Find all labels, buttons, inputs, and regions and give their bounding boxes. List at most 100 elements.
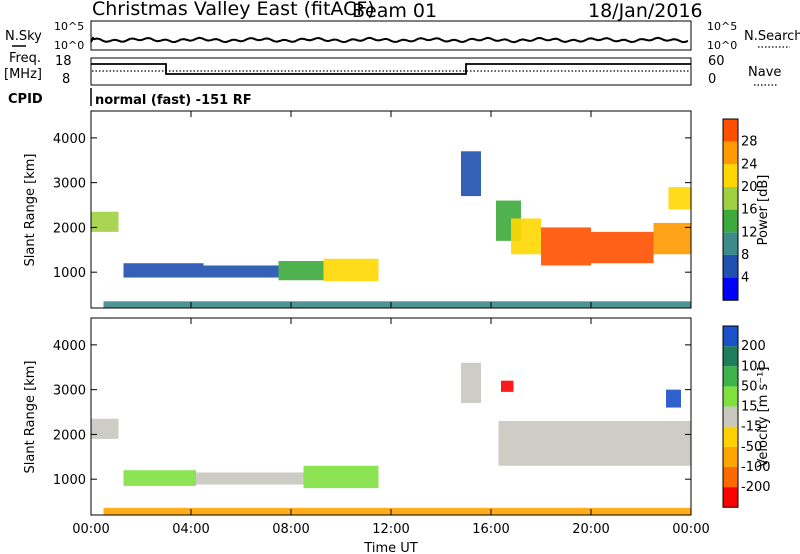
power-panel-region-3 — [278, 260, 324, 281]
freq-trace — [91, 63, 691, 75]
noise-tick-low-right: 10^0 — [707, 39, 737, 52]
velocity-panel-region-1 — [123, 470, 196, 486]
freq-panel — [90, 57, 692, 86]
power-panel-region-8 — [541, 227, 591, 266]
power-panel-colorbar-cell — [723, 164, 738, 187]
noise-tick-low: 10^0 — [54, 39, 84, 52]
nsky-trace — [90, 36, 689, 44]
velocity-panel-y-tick-label: 2000 — [53, 428, 86, 443]
velocity-panel-y-tick-label: 4000 — [53, 339, 86, 354]
power-panel-region-4 — [323, 258, 379, 282]
velocity-panel-colorbar-tick-label: -200 — [741, 480, 771, 495]
velocity-panel-x-tick-label: 16:00 — [472, 522, 509, 537]
nave-tick-high: 60 — [708, 54, 725, 69]
freq-unit: [MHz] — [4, 67, 42, 82]
power-panel-y-tick-label: 4000 — [53, 132, 86, 147]
nsky-label: N.Sky — [5, 29, 42, 44]
x-axis-label: Time UT — [363, 541, 417, 554]
freq-tick-high: 18 — [55, 54, 72, 69]
velocity-panel-colorbar-cell — [723, 326, 738, 347]
noise-tick-high: 10^5 — [54, 20, 84, 33]
velocity-panel-region-4 — [461, 362, 481, 404]
velocity-panel-region-7 — [666, 389, 681, 408]
power-colorbar-label: Power [dB] — [756, 175, 771, 246]
freq-label: Freq. — [9, 51, 41, 66]
velocity-panel-region-5 — [498, 420, 691, 466]
velocity-panel-x-tick-label: 08:00 — [272, 522, 309, 537]
power-panel-y-tick-label: 3000 — [53, 177, 86, 192]
velocity-panel-region-2 — [196, 472, 304, 485]
velocity-panel-region-8 — [103, 507, 691, 515]
velocity-panel-y-tick-label: 1000 — [53, 473, 86, 488]
power-panel-colorbar-tick-label: 20 — [741, 180, 758, 195]
power-panel-colorbar-tick-label: 16 — [741, 203, 758, 218]
velocity-panel-colorbar-tick-label: -100 — [741, 460, 771, 475]
velocity-panel-colorbar-frame — [722, 325, 739, 508]
power-panel-region-1 — [123, 263, 204, 278]
velocity-panel-y-tick-label: 3000 — [53, 384, 86, 399]
power-panel-region-2 — [203, 265, 279, 278]
velocity-panel-x-tick-label: 04:00 — [172, 522, 209, 537]
velocity-panel-x-tick-label: 20:00 — [572, 522, 609, 537]
power-panel-colorbar-tick-label: 24 — [741, 157, 758, 172]
cpid-text: normal (fast) -151 RF — [95, 93, 252, 108]
power-y-label: Slant Range [km] — [23, 154, 38, 267]
power-panel-colorbar-cell — [723, 254, 738, 278]
cpid-label: CPID — [8, 92, 43, 107]
power-panel-region-5 — [461, 151, 481, 197]
velocity-panel-colorbar-cell — [723, 466, 738, 488]
power-panel-colorbar-frame — [722, 118, 739, 301]
velocity-colorbar-label: Velocity [m s⁻¹] — [756, 367, 771, 468]
velocity-y-label: Slant Range [km] — [23, 361, 38, 474]
velocity-panel-colorbar-tick-label: -15 — [741, 420, 762, 435]
power-panel-region-9 — [591, 231, 654, 264]
velocity-panel-colorbar-tick-label: 100 — [741, 359, 766, 374]
velocity-panel-colorbar-tick-label: 50 — [741, 379, 758, 394]
velocity-panel-colorbar-cell — [723, 406, 738, 427]
power-panel: 1000 2000 3000 4000 Slant Range [km] — [23, 110, 692, 309]
velocity-panel-colorbar-cell — [723, 366, 738, 387]
power-panel-colorbar-cell — [723, 119, 738, 142]
nave-label: Nave — [748, 65, 781, 80]
noise-tick-high-right: 10^5 — [707, 20, 737, 33]
power-panel-colorbar-tick-label: 4 — [741, 271, 749, 286]
velocity-panel-colorbar-tick-label: 15 — [741, 400, 758, 415]
nsearch-label: N.Search — [744, 29, 800, 44]
noise-panel — [90, 20, 692, 51]
power-panel-colorbar-tick-label: 8 — [741, 248, 749, 263]
velocity-panel: 00:00 04:00 08:00 12:00 16:00 20:00 00:00 1000 2… — [23, 317, 710, 537]
power-panel-region-11 — [668, 187, 691, 210]
power-panel-colorbar-cell — [723, 232, 738, 255]
velocity-panel-colorbar-cell — [723, 487, 738, 508]
power-panel-colorbar-cell — [723, 277, 738, 301]
velocity-panel-x-tick-label: 12:00 — [372, 522, 409, 537]
power-colorbar: 4 8 12 16 20 24 28 — [722, 118, 758, 301]
power-panel-region-7 — [511, 218, 541, 255]
velocity-panel-colorbar-cell — [723, 386, 738, 407]
power-panel-y-tick-label: 2000 — [53, 221, 86, 236]
velocity-panel-region-3 — [303, 465, 379, 489]
power-panel-colorbar-tick-label: 28 — [741, 135, 758, 150]
beam-label: Beam 01 — [352, 0, 437, 22]
velocity-panel-x-tick-label: 00:00 — [672, 522, 709, 537]
power-panel-region-12 — [103, 301, 691, 308]
power-panel-colorbar-tick-label: 12 — [741, 225, 758, 240]
power-panel-region-0 — [91, 211, 119, 232]
velocity-panel-colorbar-cell — [723, 426, 738, 447]
velocity-colorbar: -200 -100 -50 -15 15 50 100 200 — [722, 325, 771, 508]
velocity-panel-region-6 — [501, 380, 514, 392]
power-panel-colorbar-cell — [723, 141, 738, 165]
velocity-panel-colorbar-cell — [723, 446, 738, 467]
velocity-panel-region-0 — [91, 418, 119, 439]
power-panel-y-tick-label: 1000 — [53, 266, 86, 281]
velocity-panel-x-tick-label: 00:00 — [72, 522, 109, 537]
station-title: Christmas Valley East (fitACF) — [92, 0, 375, 20]
power-panel-colorbar-cell — [723, 186, 738, 210]
nave-tick-low: 0 — [708, 72, 716, 87]
velocity-panel-colorbar-cell — [723, 346, 738, 367]
date-label: 18/Jan/2016 — [588, 0, 703, 22]
velocity-panel-colorbar-tick-label: -50 — [741, 440, 762, 455]
power-panel-region-10 — [653, 222, 691, 255]
power-frame — [90, 110, 692, 309]
